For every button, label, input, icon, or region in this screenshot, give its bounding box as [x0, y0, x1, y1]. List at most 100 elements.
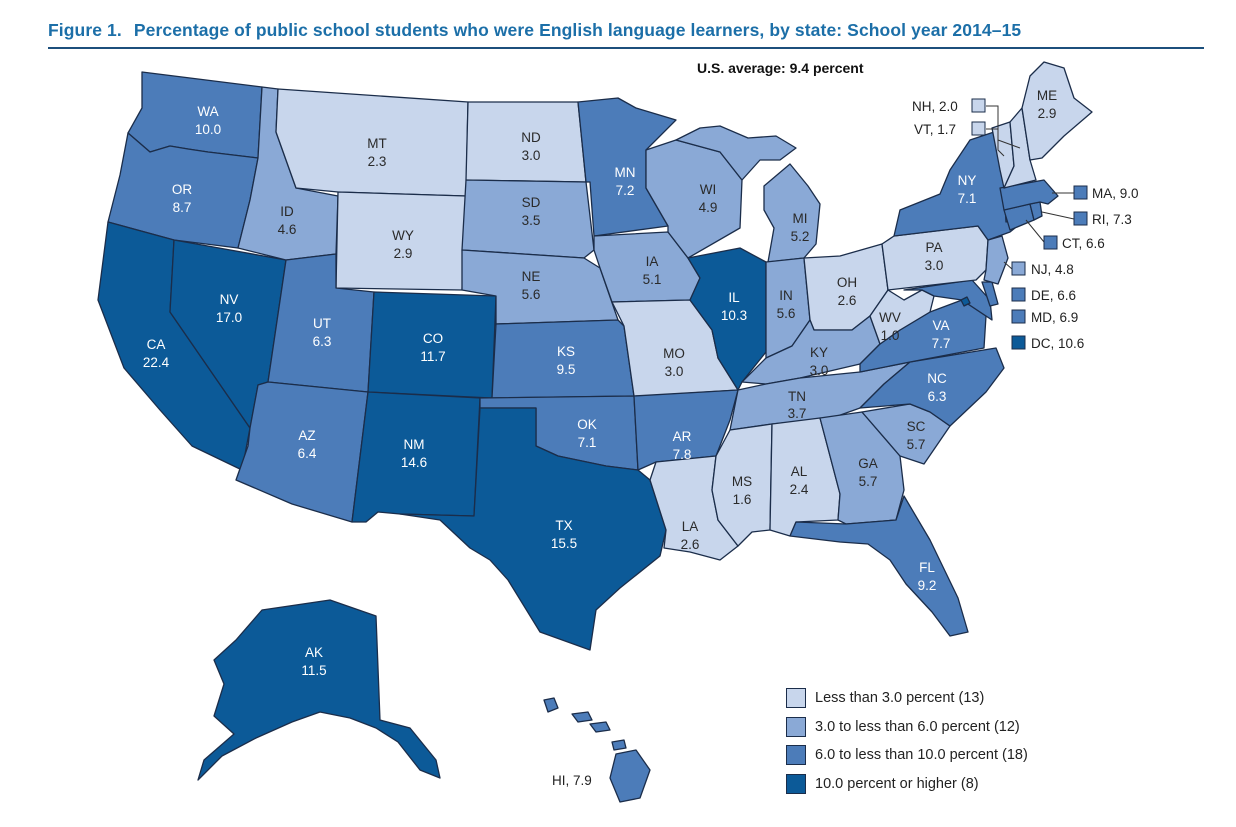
leader-nh — [986, 105, 1021, 149]
label-ky-value: 3.0 — [810, 363, 829, 378]
label-mi-value: 5.2 — [791, 229, 810, 244]
state-mi-upper[interactable] — [675, 125, 797, 181]
side-label-nh: NH, 2.0 — [912, 99, 958, 114]
label-oh-abbr: OH — [837, 275, 857, 290]
leader-ri — [1041, 211, 1075, 220]
label-ok-abbr: OK — [577, 417, 597, 432]
state-ma[interactable] — [999, 179, 1059, 211]
label-sd-abbr: SD — [522, 195, 541, 210]
figure-title-text: Percentage of public school students who… — [133, 20, 1022, 40]
label-or-abbr: OR — [172, 182, 193, 197]
state-mi[interactable] — [763, 163, 821, 263]
label-ga-abbr: GA — [858, 456, 878, 471]
label-wa-value: 10.0 — [195, 122, 221, 137]
side-label-dc: DC, 10.6 — [1031, 336, 1084, 351]
swatch-nh — [971, 98, 986, 113]
label-al-abbr: AL — [791, 464, 808, 479]
state-ks[interactable] — [491, 319, 635, 399]
label-nc-abbr: NC — [927, 371, 947, 386]
state-hi-2[interactable] — [571, 711, 593, 723]
legend-label-1: Less than 3.0 percent (13) — [815, 690, 985, 707]
label-ia-value: 5.1 — [643, 272, 662, 287]
state-fl[interactable] — [789, 495, 969, 637]
label-wi-abbr: WI — [700, 182, 717, 197]
legend-swatch-3 — [786, 745, 806, 766]
label-id-value: 4.6 — [278, 222, 297, 237]
label-in-value: 5.6 — [777, 306, 796, 321]
state-md[interactable] — [903, 279, 993, 321]
state-tx[interactable] — [399, 407, 667, 651]
label-ut-value: 6.3 — [313, 334, 332, 349]
label-ks-abbr: KS — [557, 344, 575, 359]
state-nc[interactable] — [859, 347, 1005, 427]
legend-label-2: 3.0 to less than 6.0 percent (12) — [815, 718, 1020, 735]
label-va-value: 7.7 — [932, 336, 951, 351]
label-ca-value: 22.4 — [143, 355, 170, 370]
label-nd-value: 3.0 — [522, 148, 541, 163]
label-mi-abbr: MI — [793, 211, 808, 226]
label-wv-value: 1.0 — [881, 328, 900, 343]
label-ky-abbr: KY — [810, 345, 828, 360]
label-wy-abbr: WY — [392, 228, 414, 243]
label-nm-value: 14.6 — [401, 455, 427, 470]
side-label-de: DE, 6.6 — [1031, 288, 1076, 303]
label-me-value: 2.9 — [1038, 106, 1057, 121]
state-ak[interactable] — [197, 599, 441, 781]
label-mt-abbr: MT — [367, 136, 387, 151]
label-wa-abbr: WA — [197, 104, 218, 119]
state-nj[interactable] — [983, 235, 1009, 285]
label-ia-abbr: IA — [646, 254, 659, 269]
legend-swatch-4 — [786, 773, 806, 794]
label-tx-value: 15.5 — [551, 536, 577, 551]
label-mn-abbr: MN — [615, 165, 636, 180]
label-co-value: 11.7 — [420, 349, 445, 364]
label-va-abbr: VA — [932, 318, 949, 333]
side-label-ri: RI, 7.3 — [1092, 212, 1132, 227]
label-az-value: 6.4 — [298, 446, 317, 461]
legend-swatch-2 — [786, 716, 806, 737]
label-nc-value: 6.3 — [928, 389, 947, 404]
leader-nj — [1003, 261, 1013, 270]
label-wv-abbr: WV — [879, 310, 901, 325]
label-fl-value: 9.2 — [918, 578, 937, 593]
label-ks-value: 9.5 — [557, 362, 576, 377]
label-il-abbr: IL — [728, 290, 740, 305]
state-hi-3[interactable] — [589, 721, 611, 733]
leader-ct — [1025, 219, 1045, 243]
label-sc-abbr: SC — [907, 419, 926, 434]
swatch-de — [1011, 287, 1026, 302]
label-ms-abbr: MS — [732, 474, 752, 489]
state-dc[interactable] — [960, 296, 971, 307]
label-sd-value: 3.5 — [522, 213, 541, 228]
swatch-ri — [1073, 211, 1088, 226]
label-nd-abbr: ND — [521, 130, 541, 145]
legend-item: 3.0 to less than 6.0 percent (12) — [786, 713, 1028, 742]
label-wi-value: 4.9 — [699, 200, 718, 215]
side-label-ma: MA, 9.0 — [1092, 186, 1139, 201]
label-id-abbr: ID — [280, 204, 294, 219]
small-state-callouts — [986, 105, 1075, 270]
label-il-value: 10.3 — [721, 308, 747, 323]
label-mo-value: 3.0 — [665, 364, 684, 379]
state-hi-5[interactable] — [609, 749, 651, 803]
small-state-labels: NH, 2.0 VT, 1.7 MA, 9.0 RI, 7.3 CT, 6.6 … — [552, 99, 1139, 788]
label-pa-value: 3.0 — [925, 258, 944, 273]
swatch-ma — [1073, 185, 1088, 200]
label-ar-abbr: AR — [673, 429, 692, 444]
label-co-abbr: CO — [423, 331, 443, 346]
state-me[interactable] — [1021, 61, 1093, 161]
state-sd[interactable] — [461, 179, 595, 259]
label-sc-value: 5.7 — [907, 437, 926, 452]
swatch-md — [1011, 309, 1026, 324]
state-wa[interactable] — [127, 71, 263, 159]
state-hi-4[interactable] — [611, 739, 627, 751]
label-fl-abbr: FL — [919, 560, 935, 575]
label-ut-abbr: UT — [313, 316, 331, 331]
label-oh-value: 2.6 — [838, 293, 857, 308]
state-va[interactable] — [859, 299, 987, 373]
state-hi-1[interactable] — [543, 697, 559, 713]
label-nv-value: 17.0 — [216, 310, 242, 325]
label-in-abbr: IN — [779, 288, 793, 303]
state-labels: WA 10.0 OR 8.7 CA 22.4 NV 17.0 ID 4.6 MT… — [143, 88, 1057, 678]
legend: Less than 3.0 percent (13) 3.0 to less t… — [786, 684, 1028, 798]
